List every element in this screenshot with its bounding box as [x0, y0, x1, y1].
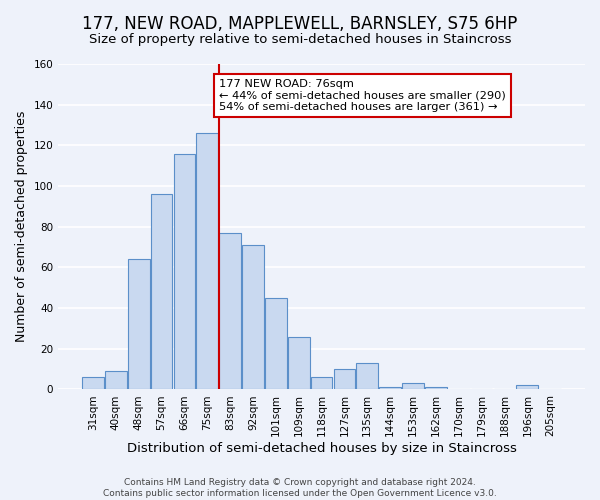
Y-axis label: Number of semi-detached properties: Number of semi-detached properties — [15, 111, 28, 342]
Text: Size of property relative to semi-detached houses in Staincross: Size of property relative to semi-detach… — [89, 32, 511, 46]
Bar — [402, 384, 424, 390]
Bar — [219, 233, 241, 390]
Bar — [265, 298, 287, 390]
Bar — [196, 133, 218, 390]
Text: 177, NEW ROAD, MAPPLEWELL, BARNSLEY, S75 6HP: 177, NEW ROAD, MAPPLEWELL, BARNSLEY, S75… — [82, 15, 518, 33]
Bar — [425, 388, 447, 390]
Text: Contains HM Land Registry data © Crown copyright and database right 2024.
Contai: Contains HM Land Registry data © Crown c… — [103, 478, 497, 498]
Bar — [105, 371, 127, 390]
Bar — [311, 378, 332, 390]
Text: 177 NEW ROAD: 76sqm
← 44% of semi-detached houses are smaller (290)
54% of semi-: 177 NEW ROAD: 76sqm ← 44% of semi-detach… — [219, 78, 506, 112]
Bar — [151, 194, 172, 390]
Bar — [242, 245, 264, 390]
Bar — [128, 260, 149, 390]
X-axis label: Distribution of semi-detached houses by size in Staincross: Distribution of semi-detached houses by … — [127, 442, 517, 455]
Bar — [356, 363, 378, 390]
Bar — [288, 336, 310, 390]
Bar — [334, 369, 355, 390]
Bar — [379, 388, 401, 390]
Bar — [517, 386, 538, 390]
Bar — [173, 154, 195, 390]
Bar — [82, 378, 104, 390]
